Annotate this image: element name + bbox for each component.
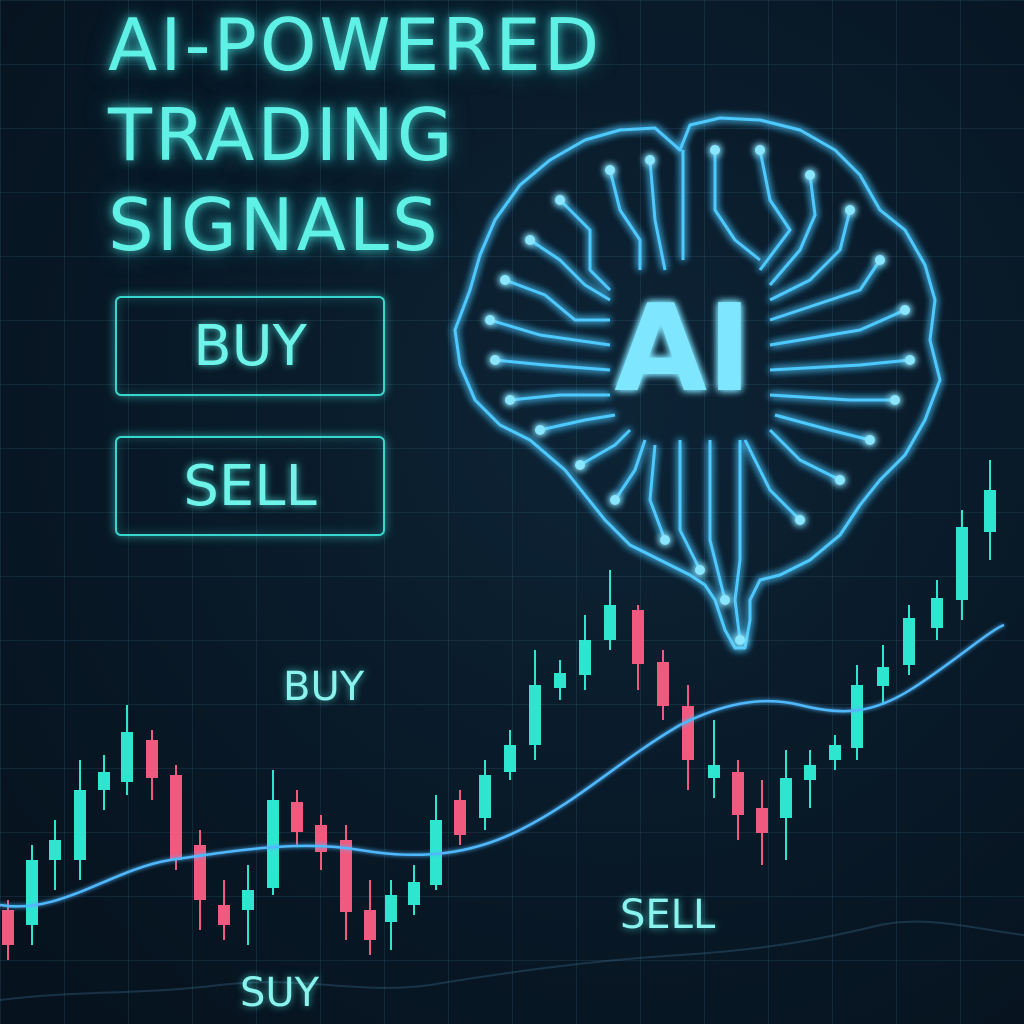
buy-button-label: BUY <box>193 313 307 379</box>
bullish-candle <box>74 790 86 860</box>
trend-line <box>0 623 1005 908</box>
bullish-candle <box>26 860 38 925</box>
bearish-candle <box>756 808 768 833</box>
buy-button[interactable]: BUY <box>115 296 385 396</box>
bullish-candle <box>49 840 61 860</box>
bullish-candle <box>931 598 943 628</box>
chart-label-sell: SELL <box>620 892 716 938</box>
brain-outline <box>453 116 942 650</box>
bearish-candle <box>454 800 466 835</box>
bearish-candle <box>2 910 14 945</box>
bullish-candle <box>956 527 968 600</box>
chart-label-suy: SUY <box>240 970 320 1016</box>
bullish-candle <box>554 673 566 688</box>
bullish-candle <box>829 745 841 760</box>
bullish-candle <box>408 882 420 905</box>
bullish-candle <box>98 772 110 790</box>
brain-nodes <box>485 145 915 645</box>
bullish-candle <box>529 685 541 745</box>
bullish-candle <box>804 765 816 780</box>
bearish-candle <box>291 802 303 832</box>
bearish-candle <box>194 845 206 900</box>
bullish-candle <box>385 895 397 922</box>
bullish-candle <box>708 765 720 778</box>
bearish-candle <box>340 840 352 912</box>
bullish-candle <box>984 490 996 532</box>
chart-label-buy: BUY <box>283 664 365 710</box>
bearish-candle <box>632 610 644 664</box>
bullish-candle <box>851 685 863 748</box>
bullish-candle <box>267 800 279 888</box>
sell-button-label: SELL <box>183 453 317 519</box>
background-wave <box>0 920 1024 1001</box>
bullish-candle <box>579 640 591 675</box>
bearish-candle <box>218 905 230 925</box>
bearish-candle <box>657 662 669 706</box>
page-title: AI-POWERED TRADING SIGNALS <box>108 0 602 270</box>
bullish-candle <box>504 745 516 772</box>
bearish-candle <box>146 740 158 778</box>
bullish-candle <box>242 890 254 910</box>
bearish-candle <box>364 910 376 940</box>
bullish-candle <box>903 618 915 665</box>
bullish-candle <box>877 667 889 686</box>
bullish-candle <box>121 732 133 782</box>
candles-group <box>2 460 996 960</box>
bullish-candle <box>780 778 792 818</box>
bearish-candle <box>170 775 182 860</box>
bullish-candle <box>430 820 442 885</box>
title-line-1: AI-POWERED <box>108 3 603 87</box>
sell-button[interactable]: SELL <box>115 436 385 536</box>
title-line-3: SIGNALS <box>108 183 441 267</box>
title-line-2: TRADING <box>108 93 456 177</box>
bullish-candle <box>604 605 616 640</box>
ai-badge: AI <box>614 280 752 419</box>
bullish-candle <box>479 775 491 818</box>
bearish-candle <box>732 772 744 815</box>
